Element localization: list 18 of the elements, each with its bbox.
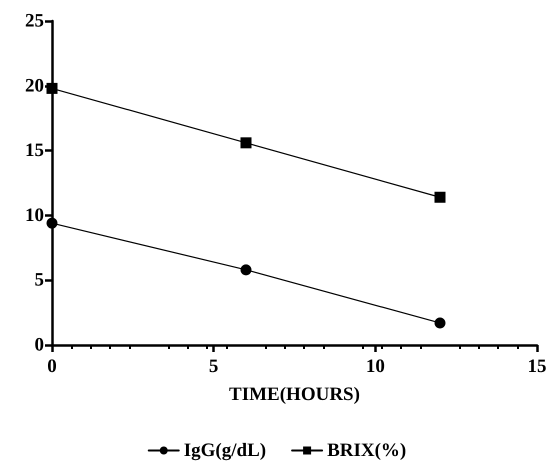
x-axis-title: TIME(HOURS) bbox=[229, 384, 360, 405]
point bbox=[434, 192, 446, 203]
point bbox=[434, 317, 446, 328]
y-tick-label: 5 bbox=[34, 270, 44, 291]
point bbox=[240, 264, 252, 276]
y-tick-label: 15 bbox=[25, 140, 44, 162]
x-tick-label: 10 bbox=[366, 356, 385, 377]
x-tick-label: 5 bbox=[208, 356, 218, 377]
legend-label: IgG(g/dL) bbox=[184, 440, 266, 461]
y-tick-label: 0 bbox=[34, 334, 44, 356]
point bbox=[240, 137, 252, 148]
y-tick-label: 25 bbox=[25, 10, 44, 32]
point bbox=[46, 218, 58, 229]
y-tick-label: 10 bbox=[25, 204, 44, 226]
y-tick-label: 20 bbox=[25, 75, 44, 96]
point bbox=[46, 82, 58, 94]
x-tick-label: 15 bbox=[528, 356, 546, 377]
legend-label: BRIX(%) bbox=[327, 440, 406, 461]
